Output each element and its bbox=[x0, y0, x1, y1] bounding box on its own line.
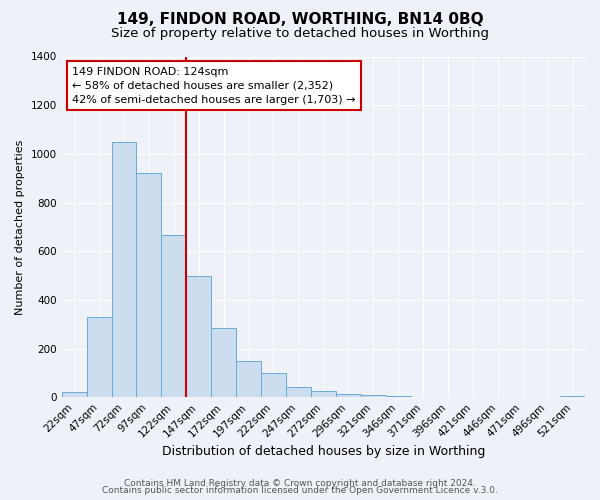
X-axis label: Distribution of detached houses by size in Worthing: Distribution of detached houses by size … bbox=[161, 444, 485, 458]
Bar bbox=[261, 373, 286, 397]
Bar bbox=[236, 361, 261, 397]
Bar bbox=[186, 276, 211, 397]
Bar bbox=[311, 391, 336, 397]
Y-axis label: Number of detached properties: Number of detached properties bbox=[15, 139, 25, 314]
Bar bbox=[211, 328, 236, 397]
Bar bbox=[560, 396, 585, 397]
Text: Contains HM Land Registry data © Crown copyright and database right 2024.: Contains HM Land Registry data © Crown c… bbox=[124, 478, 476, 488]
Bar bbox=[386, 396, 410, 397]
Bar bbox=[161, 236, 186, 397]
Bar bbox=[62, 392, 86, 397]
Bar bbox=[286, 388, 311, 397]
Text: Contains public sector information licensed under the Open Government Licence v.: Contains public sector information licen… bbox=[102, 486, 498, 495]
Text: 149 FINDON ROAD: 124sqm
← 58% of detached houses are smaller (2,352)
42% of semi: 149 FINDON ROAD: 124sqm ← 58% of detache… bbox=[72, 66, 356, 104]
Bar bbox=[136, 174, 161, 397]
Bar bbox=[336, 394, 361, 397]
Text: Size of property relative to detached houses in Worthing: Size of property relative to detached ho… bbox=[111, 28, 489, 40]
Bar bbox=[112, 142, 136, 397]
Bar bbox=[361, 395, 386, 397]
Bar bbox=[86, 317, 112, 397]
Text: 149, FINDON ROAD, WORTHING, BN14 0BQ: 149, FINDON ROAD, WORTHING, BN14 0BQ bbox=[116, 12, 484, 28]
